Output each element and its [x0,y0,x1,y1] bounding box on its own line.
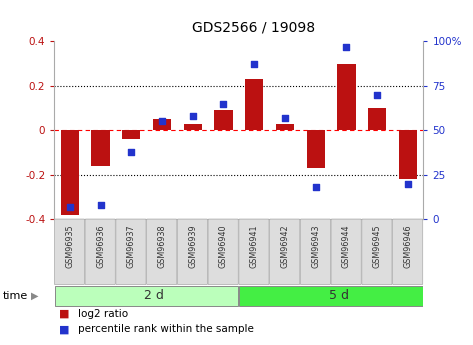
Bar [337,63,356,130]
Text: GSM96940: GSM96940 [219,224,228,268]
Text: GSM96942: GSM96942 [280,224,289,268]
Bar [61,130,79,215]
Text: time: time [2,291,27,301]
Text: GSM96935: GSM96935 [65,224,74,268]
Text: ■: ■ [59,309,70,319]
Text: GSM96944: GSM96944 [342,224,351,268]
FancyBboxPatch shape [147,219,177,285]
FancyBboxPatch shape [239,286,423,306]
Text: GDS2566 / 19098: GDS2566 / 19098 [192,20,315,34]
Point [128,149,135,154]
Text: GSM96941: GSM96941 [250,224,259,268]
Bar [276,124,294,130]
Point [281,115,289,120]
Point [219,101,227,106]
Point [66,204,74,209]
Text: ▶: ▶ [31,291,38,301]
FancyBboxPatch shape [331,219,361,285]
Text: log2 ratio: log2 ratio [78,309,128,319]
Point [158,119,166,124]
Point [251,62,258,67]
Text: 2 d: 2 d [144,289,164,302]
Bar [91,130,110,166]
Point [189,113,197,119]
Text: GSM96938: GSM96938 [158,224,166,268]
Text: percentile rank within the sample: percentile rank within the sample [78,325,254,334]
FancyBboxPatch shape [393,219,423,285]
Text: GSM96937: GSM96937 [127,224,136,268]
FancyBboxPatch shape [177,219,208,285]
Bar [153,119,171,130]
Bar [368,108,386,130]
Point [404,181,412,186]
Bar [214,110,233,130]
FancyBboxPatch shape [362,219,392,285]
Text: GSM96939: GSM96939 [188,224,197,268]
Text: GSM96943: GSM96943 [311,224,320,268]
Point [96,202,104,208]
Text: GSM96936: GSM96936 [96,224,105,268]
Bar [122,130,140,139]
Text: GSM96945: GSM96945 [373,224,382,268]
Text: GSM96946: GSM96946 [403,224,412,268]
Point [342,44,350,49]
FancyBboxPatch shape [54,219,85,285]
Point [374,92,381,97]
Point [312,184,320,190]
Text: ■: ■ [59,325,70,334]
FancyBboxPatch shape [300,219,331,285]
Text: 5 d: 5 d [329,289,349,302]
FancyBboxPatch shape [270,219,300,285]
Bar [245,79,263,130]
FancyBboxPatch shape [239,219,269,285]
FancyBboxPatch shape [55,286,238,306]
Bar [399,130,417,179]
Bar [184,124,202,130]
FancyBboxPatch shape [116,219,146,285]
Bar [307,130,325,168]
FancyBboxPatch shape [85,219,115,285]
FancyBboxPatch shape [208,219,238,285]
